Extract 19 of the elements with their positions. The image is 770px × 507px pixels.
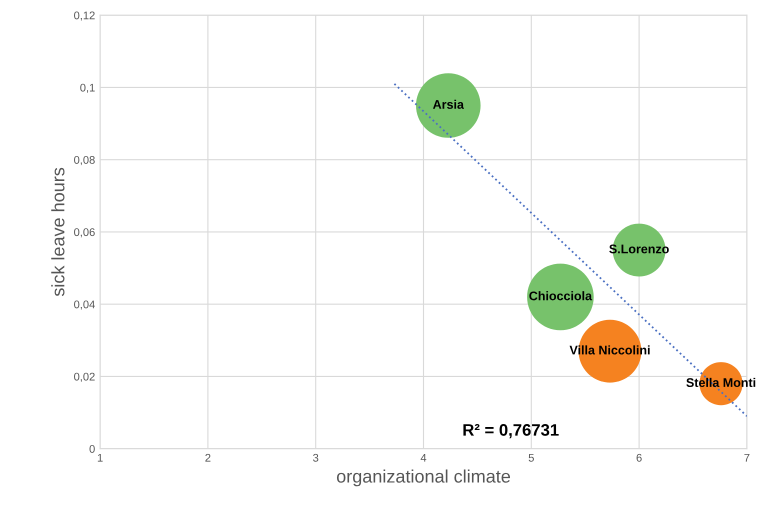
x-tick-label: 2	[205, 454, 210, 462]
y-axis-title: sick leave hours	[51, 168, 64, 296]
x-tick-label: 1	[98, 454, 103, 462]
y-tick-label: 0,02	[74, 372, 95, 382]
x-tick-label: 5	[528, 454, 534, 462]
annotation: R² = 0,76731	[463, 424, 559, 438]
y-tick-label: 0,06	[74, 228, 95, 238]
y-tick-label: 0,08	[74, 156, 95, 166]
x-axis-title: organizational climate	[336, 469, 510, 486]
x-tick-label: 7	[744, 454, 750, 462]
series-label: Chiocciola	[529, 291, 592, 300]
x-tick-label: 4	[420, 454, 426, 462]
series-label: Arsia	[432, 100, 464, 109]
y-tick-label: 0,12	[74, 11, 95, 21]
y-tick-label: 0	[89, 444, 95, 453]
x-tick-label: 3	[313, 454, 318, 462]
y-tick-label: 0,04	[74, 300, 95, 310]
x-tick-label: 6	[636, 454, 642, 462]
y-tick-label: 0,1	[80, 84, 95, 93]
